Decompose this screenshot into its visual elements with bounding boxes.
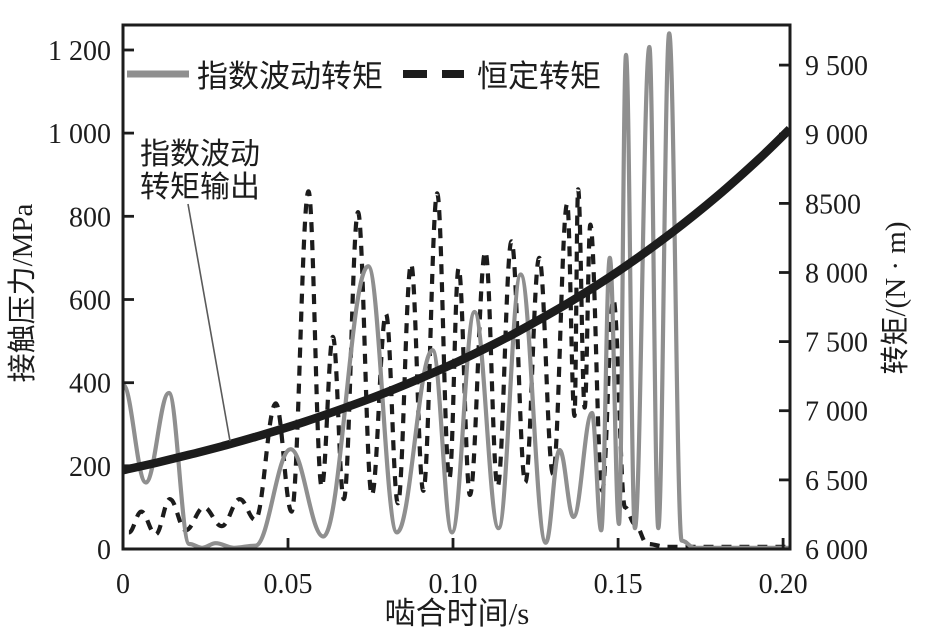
- y-left-tick-label: 1 000: [48, 119, 111, 150]
- y-left-tick-label: 200: [69, 452, 111, 483]
- y-left-tick-label: 0: [97, 535, 111, 566]
- y-right-axis-title: 转矩/(N · m): [879, 221, 912, 374]
- plot-frame: [121, 23, 792, 551]
- x-tick-label: 0.05: [264, 569, 313, 600]
- y-left-tick-label: 400: [69, 369, 111, 400]
- legend-label-exp-fluctuating: 指数波动转矩: [197, 59, 383, 94]
- y-right-tick-label: 7 000: [805, 397, 868, 428]
- annotation-leader-line: [187, 203, 231, 442]
- y-right-tick-label: 7 500: [805, 328, 868, 359]
- legend-label-constant-torque: 恒定转矩: [477, 59, 601, 94]
- y-right-tick-label: 9 000: [805, 120, 868, 151]
- y-right-tick-label: 6 000: [805, 535, 868, 566]
- x-axis-title: 啮合时间/s: [385, 596, 530, 631]
- annotation-line-2: 转矩输出: [140, 171, 260, 204]
- y-right-tick-label: 6 500: [805, 466, 868, 497]
- x-tick-label: 0.15: [594, 569, 643, 600]
- y-left-axis-title: 接触压力/MPa: [6, 203, 39, 382]
- y-left-tick-label: 600: [69, 286, 111, 317]
- legend: 指数波动转矩 恒定转矩: [127, 59, 601, 94]
- torque-output-curve: [123, 126, 790, 475]
- y-right-tick-label: 8500: [805, 189, 861, 220]
- y-right-tick-label: 8 000: [805, 259, 868, 290]
- pressure-constant-torque-curve: [127, 187, 790, 549]
- y-left-tick-label: 1 200: [48, 36, 111, 67]
- x-tick-label: 0: [116, 569, 130, 600]
- y-right-tick-label: 9 500: [805, 51, 868, 82]
- y-left-tick-label: 800: [69, 202, 111, 233]
- x-tick-label: 0.20: [759, 569, 808, 600]
- annotation-line-1: 指数波动: [140, 138, 260, 171]
- x-tick-label: 0.10: [429, 569, 478, 600]
